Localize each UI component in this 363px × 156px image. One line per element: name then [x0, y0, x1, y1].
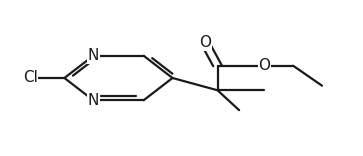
Text: N: N	[87, 48, 99, 63]
Text: O: O	[258, 58, 270, 73]
Text: Cl: Cl	[23, 71, 38, 85]
Text: O: O	[199, 35, 211, 50]
Text: N: N	[87, 93, 99, 108]
